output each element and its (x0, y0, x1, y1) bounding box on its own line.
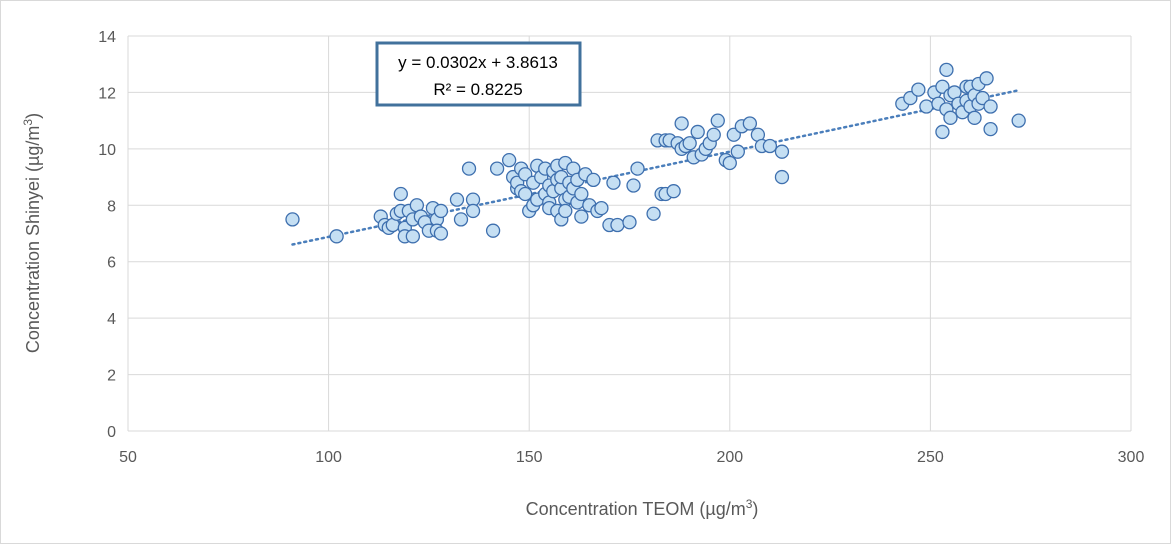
data-point (606, 175, 621, 190)
y-tick-label: 14 (98, 29, 116, 46)
data-points (285, 62, 1026, 244)
data-point (449, 192, 465, 207)
data-point (983, 99, 998, 114)
data-point (465, 203, 481, 219)
tick-labels: 0 2 4 6 8 10 12 14 50 100 150 200 250 300 (98, 29, 1144, 466)
data-point (489, 161, 505, 176)
equation-box-border (375, 41, 582, 107)
x-tick-label: 100 (315, 449, 342, 466)
data-point (453, 212, 469, 227)
data-point (939, 62, 954, 78)
x-tick-label: 300 (1118, 449, 1145, 466)
data-point (574, 186, 589, 202)
data-point (622, 215, 637, 230)
data-point (690, 124, 705, 140)
data-point (919, 99, 934, 114)
data-point (730, 144, 745, 159)
data-point (433, 203, 449, 219)
data-point (630, 161, 645, 176)
data-point (706, 127, 721, 142)
trendline-r-squared: R² = 0.8225 (433, 80, 522, 99)
data-point (774, 144, 790, 159)
y-tick-label: 0 (107, 424, 116, 441)
data-point (433, 226, 449, 241)
data-point (626, 178, 641, 193)
data-point (722, 155, 737, 171)
data-point (710, 113, 725, 128)
data-point (742, 116, 758, 131)
trendline-equation: y = 0.0302x + 3.8613 (398, 53, 558, 72)
data-point (911, 82, 926, 97)
data-point (518, 186, 533, 202)
data-point (935, 124, 950, 140)
data-point (610, 217, 625, 233)
x-tick-label: 50 (119, 449, 137, 466)
data-point (461, 161, 477, 176)
data-point (943, 110, 958, 125)
trendline-equation-box: y = 0.0302x + 3.8613 R² = 0.8225 (375, 41, 582, 107)
x-tick-label: 150 (516, 449, 543, 466)
data-point (674, 116, 689, 131)
data-point (485, 223, 501, 238)
data-point (393, 186, 408, 202)
data-point (405, 229, 421, 244)
axes (127, 36, 1131, 432)
data-point (501, 152, 517, 168)
data-point (594, 200, 609, 216)
data-point (979, 71, 994, 86)
y-tick-label: 6 (107, 255, 116, 272)
data-point (1011, 113, 1026, 128)
y-tick-label: 12 (98, 85, 116, 102)
data-point (762, 138, 778, 154)
y-tick-label: 10 (98, 142, 116, 159)
data-point (967, 110, 982, 125)
data-point (586, 172, 601, 188)
data-point (774, 169, 790, 185)
data-point (646, 206, 661, 221)
data-point (558, 203, 573, 219)
x-tick-label: 200 (716, 449, 743, 466)
data-point (329, 229, 344, 244)
x-axis-title: Concentration TEOM (µg/m3) (526, 497, 759, 519)
data-point (682, 136, 697, 151)
y-tick-label: 2 (107, 368, 116, 385)
y-tick-label: 8 (107, 198, 116, 215)
trendline-group (291, 89, 1020, 246)
y-tick-label: 4 (107, 311, 116, 328)
data-point (574, 209, 589, 224)
data-point (666, 184, 681, 199)
y-axis-title: Concentration Shinyei (µg/m3) (21, 113, 43, 353)
x-tick-label: 250 (917, 449, 944, 466)
data-point (285, 212, 300, 227)
data-point (983, 121, 998, 137)
trendline (291, 89, 1020, 246)
